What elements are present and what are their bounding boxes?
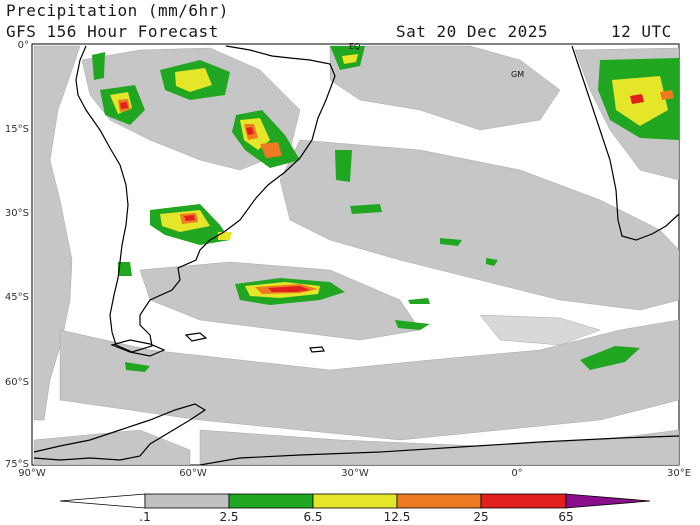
colorbar-label: 2.5 bbox=[219, 510, 239, 524]
lat-label: 75°S bbox=[4, 459, 29, 470]
colorbar-seg-1 bbox=[144, 493, 230, 509]
south-america-outline bbox=[75, 45, 336, 353]
lon-label: 60°W bbox=[179, 468, 207, 479]
lat-label: 45°S bbox=[4, 292, 29, 303]
antarctica-outline bbox=[33, 403, 207, 461]
antarctica-coast bbox=[199, 435, 679, 465]
colorbar-seg-2 bbox=[228, 493, 314, 509]
falklands-outline bbox=[184, 332, 208, 342]
africa-outline bbox=[571, 45, 679, 241]
colorbar-seg-0 bbox=[59, 493, 146, 509]
colorbar-seg-4 bbox=[396, 493, 482, 509]
colorbar-label: 65 bbox=[558, 510, 574, 524]
valid-date: Sat 20 Dec 2025 bbox=[396, 22, 548, 41]
lon-label: 30°E bbox=[666, 468, 692, 479]
colorbar-seg-6 bbox=[565, 493, 651, 509]
chart-title: Precipitation (mm/6hr) bbox=[6, 1, 229, 20]
island-outline bbox=[309, 346, 325, 353]
lat-label: 60°S bbox=[4, 377, 29, 388]
lat-label: 30°S bbox=[4, 208, 29, 219]
tierra-del-fuego-outline bbox=[110, 339, 166, 357]
lon-label: 90°W bbox=[18, 468, 46, 479]
lat-label: 15°S bbox=[4, 124, 29, 135]
lon-label: 30°W bbox=[341, 468, 369, 479]
colorbar-seg-3 bbox=[312, 493, 398, 509]
coastlines bbox=[33, 45, 679, 465]
colorbar-label: 25 bbox=[473, 510, 489, 524]
colorbar-seg-5 bbox=[480, 493, 567, 509]
greenwich-marker: GM bbox=[511, 70, 525, 79]
intense-rain-areas bbox=[118, 90, 674, 294]
model-forecast-label: GFS 156 Hour Forecast bbox=[6, 22, 219, 41]
colorbar-label: 12.5 bbox=[383, 510, 411, 524]
lon-label: 0° bbox=[511, 468, 523, 479]
precip-field bbox=[33, 45, 679, 465]
valid-time: 12 UTC bbox=[611, 22, 672, 41]
equator-marker: EQ bbox=[349, 42, 361, 51]
lat-label: 0° bbox=[17, 40, 29, 51]
colorbar-label: .1 bbox=[139, 510, 151, 524]
colorbar-label: 6.5 bbox=[303, 510, 323, 524]
